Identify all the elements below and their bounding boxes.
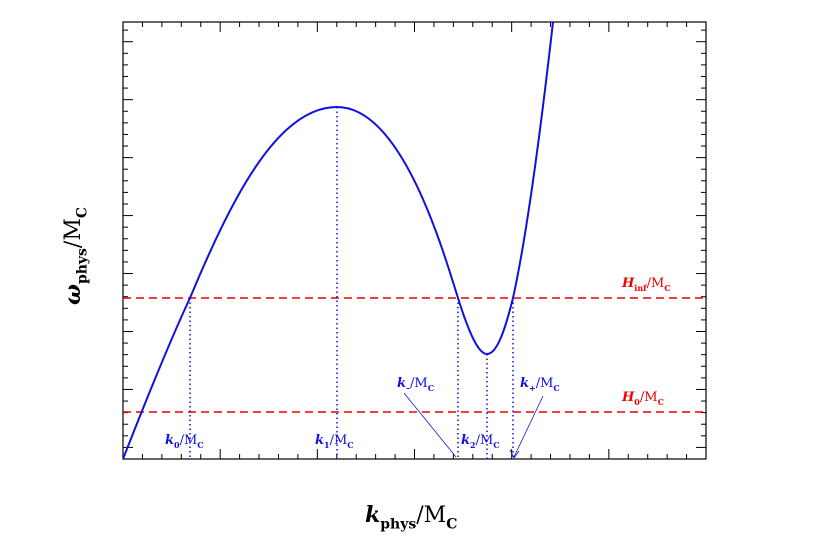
- k-label: k1/MC: [315, 433, 354, 450]
- x-axis-label-unit-sub: C: [446, 517, 457, 533]
- k-label-symbol: k: [315, 433, 324, 448]
- k-label-symbol: k: [520, 376, 529, 391]
- k-label-unit-sub: C: [428, 383, 434, 393]
- level-label-sub: inf: [634, 283, 647, 293]
- k-label-sub: 2: [470, 440, 476, 450]
- x-axis-label-symbol: k: [365, 502, 380, 528]
- k-label: k2/MC: [461, 433, 500, 450]
- kminus-pointer: [403, 392, 457, 458]
- level-label-unit-sub: C: [664, 283, 670, 293]
- ticks: [122, 22, 707, 460]
- k-label-unit-sub: C: [347, 440, 353, 450]
- x-axis-label-sub: phys: [380, 517, 416, 533]
- k-label-unit: /M: [536, 376, 554, 391]
- kplus-pointer: [513, 395, 544, 458]
- k-label-unit-sub: C: [197, 440, 203, 450]
- level-label-symbol: H: [621, 276, 635, 291]
- x-axis-label-unit: /M: [416, 503, 446, 528]
- level-label: Hinf/MC: [621, 276, 671, 293]
- k-label: k+/MC: [520, 376, 560, 393]
- y-axis-label-sub: phys: [75, 248, 91, 284]
- y-axis-label-symbol: ω: [60, 284, 86, 305]
- k-label-sub: +: [529, 383, 536, 393]
- level-label-unit-sub: C: [658, 397, 664, 407]
- dispersion-curve: [122, 21, 554, 460]
- level-label-unit: /M: [640, 390, 658, 405]
- k-label-symbol: k: [397, 376, 406, 391]
- k-label-symbol: k: [165, 433, 174, 448]
- k-label-unit: /M: [330, 433, 348, 448]
- level-label: H0/MC: [621, 390, 664, 407]
- k-label: k0/MC: [165, 433, 204, 450]
- k-markers: [189, 107, 514, 459]
- level-label-sub: 0: [634, 397, 640, 407]
- k-label-sub: 0: [174, 440, 180, 450]
- y-axis-label: ωphys/MC: [60, 207, 91, 305]
- k-label-unit-sub: C: [553, 383, 559, 393]
- k-label-unit-sub: C: [493, 440, 499, 450]
- k-label-symbol: k: [461, 433, 470, 448]
- k-label: k–/MC: [397, 376, 434, 393]
- k-label-unit: /M: [180, 433, 198, 448]
- level-label-symbol: H: [621, 390, 635, 405]
- y-axis-label-unit: /M: [61, 218, 86, 248]
- level-label-unit: /M: [647, 276, 665, 291]
- plot-frame: [122, 21, 707, 460]
- k-label-sub: 1: [324, 440, 330, 450]
- k-label-unit: /M: [476, 433, 494, 448]
- k-label-unit: /M: [410, 376, 428, 391]
- kplus-arrowhead: [509, 449, 520, 459]
- x-axis-label: kphys/MC: [365, 502, 457, 533]
- y-axis-label-unit-sub: C: [75, 207, 91, 218]
- k-label-sub: –: [406, 383, 410, 393]
